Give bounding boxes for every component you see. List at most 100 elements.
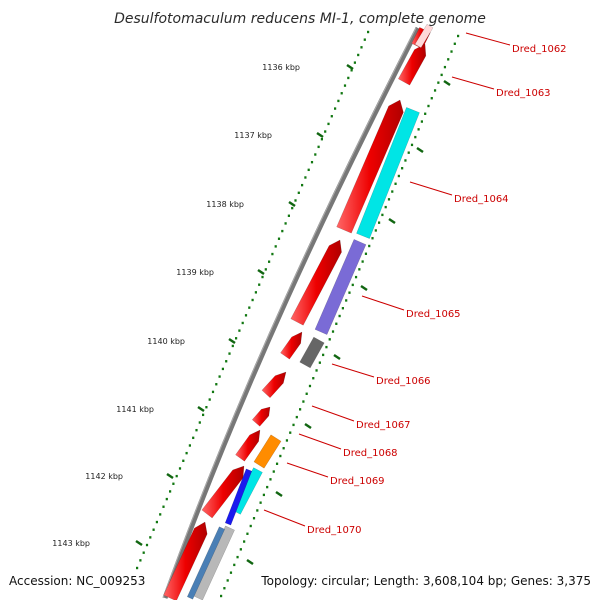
tick-dot (277, 237, 281, 240)
tick-dot (433, 89, 437, 92)
feature-block-gray (299, 336, 325, 369)
tick-mark (316, 131, 324, 139)
gene-labels: Dred_1062 Dred_1063 Dred_1064 Dred_1065 Dred… (263, 32, 567, 536)
tick-mark (228, 337, 236, 345)
tick-dot (308, 384, 312, 388)
leader-line (409, 181, 453, 196)
tick-dot (259, 501, 262, 504)
tick-dot (136, 566, 139, 570)
tick-dot (258, 283, 261, 286)
tick-dot (335, 322, 338, 325)
tick-mark (197, 405, 205, 413)
tick-dot (307, 168, 310, 172)
leader-line (465, 32, 511, 46)
tick-dot (360, 46, 363, 49)
tick-dot (169, 490, 172, 493)
genome-backbone-highlight (162, 27, 417, 599)
tick-dot (440, 73, 443, 77)
tick-dot (281, 229, 284, 233)
tick-dot (282, 447, 285, 450)
tick-dot (202, 413, 205, 417)
tick-dot (343, 84, 347, 87)
forward-cds-arrow (397, 43, 427, 86)
tick-label: 1141 kbp (116, 405, 154, 414)
forward-cds-arrow (290, 239, 342, 326)
tick-dot (350, 69, 353, 72)
tick-dot (378, 221, 381, 224)
map-title: Desulfotomaculum reducens MI-1, complete… (114, 11, 486, 27)
tick-dot (420, 120, 423, 123)
tick-dot (188, 444, 191, 447)
tick-dot (226, 579, 229, 582)
tick-mark (288, 200, 296, 208)
tick-dot (149, 536, 152, 539)
tick-dot (235, 337, 238, 340)
tick-dot (450, 50, 453, 53)
forward-cds-arrow (251, 406, 271, 427)
tick-dot (272, 470, 275, 473)
tick-dot (417, 128, 420, 131)
tick-dot (229, 571, 233, 574)
tick-dot (248, 306, 251, 309)
tick-dot (192, 436, 195, 440)
forward-cds-arrow (235, 429, 261, 462)
tick-dot (322, 353, 325, 357)
tick-dot (340, 92, 343, 95)
tick-dot (384, 205, 387, 209)
tick-dot (410, 143, 414, 147)
tick-dot (178, 467, 182, 470)
tick-dot (337, 99, 340, 103)
forward-cds-arrow (280, 331, 303, 360)
tick-dot (172, 482, 175, 485)
leader-line (361, 295, 405, 311)
tick-dot (271, 252, 274, 256)
tick-label: 1138 kbp (206, 200, 244, 209)
tick-dot (447, 58, 450, 61)
tick-dot (364, 252, 368, 255)
tick-mark (135, 539, 143, 547)
tick-dot (215, 383, 218, 386)
tick-dot (328, 338, 331, 341)
tick-dot (220, 594, 223, 598)
tick-dot (195, 428, 198, 432)
feature-block-cyan (356, 107, 420, 239)
tick-dot (353, 61, 356, 64)
tick-mark (246, 558, 254, 566)
tick-dot (285, 439, 289, 442)
leader-line (286, 462, 329, 478)
tick-dot (275, 462, 279, 465)
gene-label: Dred_1067 (356, 420, 411, 431)
tick-label: 1140 kbp (147, 337, 185, 346)
tick-dot (261, 275, 264, 279)
tick-dot (394, 182, 397, 185)
tick-mark (416, 146, 424, 154)
tick-dot (294, 199, 297, 202)
tick-dot (162, 505, 165, 508)
tick-dot (246, 532, 249, 535)
tick-dot (427, 104, 430, 108)
leader-line (263, 509, 306, 527)
tick-dot (315, 369, 318, 372)
tick-dot (268, 260, 271, 263)
tick-dot (291, 206, 294, 210)
tick-dot (331, 330, 335, 333)
tick-dot (295, 415, 298, 419)
tick-dot (401, 167, 404, 170)
tick-dot (334, 107, 337, 110)
tick-mark (304, 422, 312, 430)
tick-dot (354, 275, 358, 279)
tick-dot (256, 509, 259, 512)
tick-dot (414, 135, 417, 139)
tick-dot (314, 153, 317, 156)
tick-dot (152, 528, 155, 531)
tick-dot (244, 314, 248, 317)
tick-dot (312, 377, 315, 380)
tick-dot (289, 431, 292, 434)
leader-line (451, 76, 495, 90)
tick-dot (318, 361, 321, 364)
feature-block-pink (414, 23, 434, 49)
tick-dot (236, 555, 239, 559)
tick-mark (346, 63, 354, 71)
tick-dot (266, 485, 269, 489)
tick-mark (360, 284, 368, 292)
